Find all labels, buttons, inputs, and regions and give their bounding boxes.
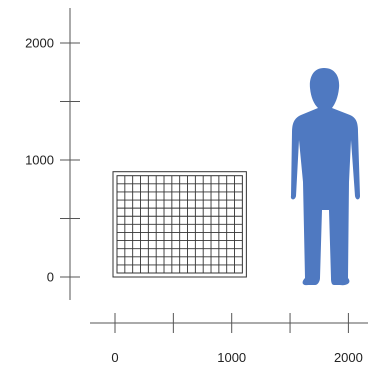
y-tick-label: 0 [47, 270, 54, 285]
x-tick-label: 1000 [217, 350, 246, 365]
x-tick-label: 0 [111, 350, 118, 365]
x-axis: 0 1000 2000 [90, 313, 368, 365]
y-tick-label: 1000 [25, 153, 54, 168]
human-silhouette-icon [290, 68, 360, 286]
y-tick-label: 2000 [25, 36, 54, 51]
human-silhouette-shape [290, 68, 360, 286]
y-axis: 0 1000 2000 [25, 8, 80, 300]
grid-panel [112, 171, 247, 278]
x-tick-label: 2000 [334, 350, 363, 365]
